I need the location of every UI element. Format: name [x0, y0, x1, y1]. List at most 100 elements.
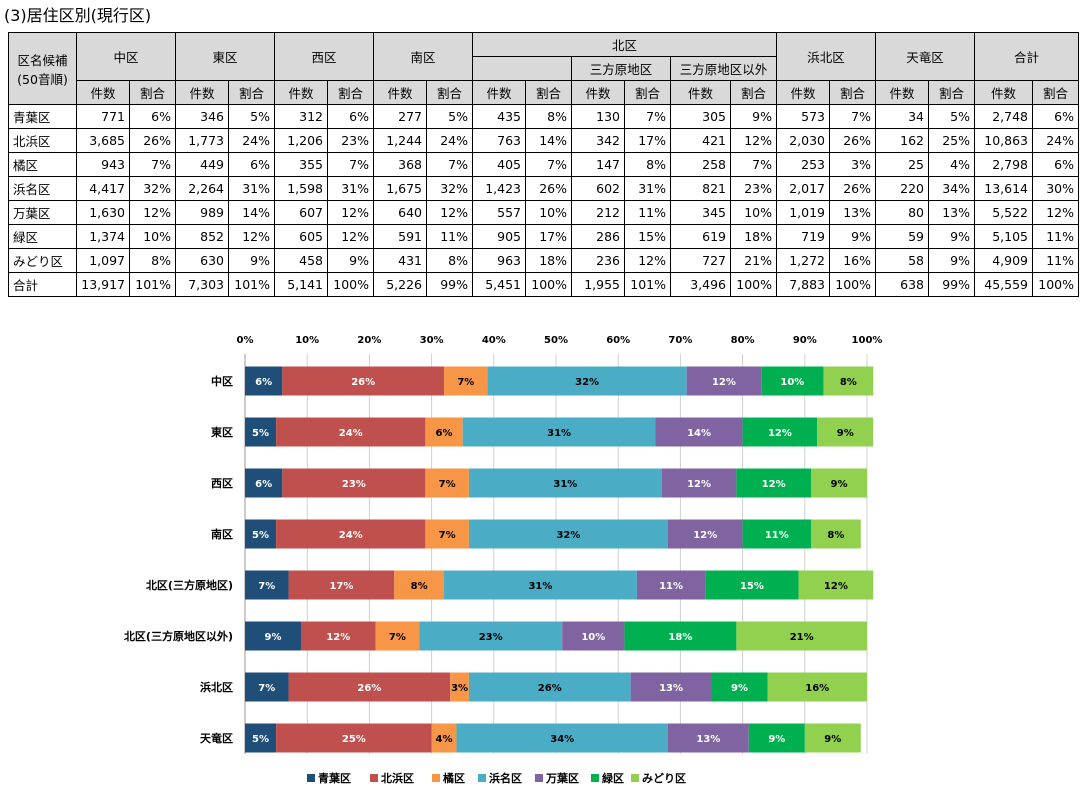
- ratio-cell: 100%: [327, 272, 374, 297]
- bar-segment: [711, 672, 768, 702]
- legend-swatch: [307, 774, 315, 782]
- ratio-cell: 12%: [327, 224, 374, 249]
- stacked-bar-chart: 0% 10% 20% 30% 40% 50% 60% 70% 80% 90% 100% 中区 6% 26%…: [124, 335, 883, 785]
- bar-segment: [419, 621, 563, 651]
- row-label: 合計: [8, 272, 77, 297]
- bar-segment: [811, 468, 867, 498]
- count-cell: 342: [571, 128, 625, 153]
- bar-segment: [667, 723, 749, 753]
- table-row: 浜名区 4,417 32% 2,264 31% 1,598 31% 1,675 32% 1,423…: [8, 176, 1079, 201]
- bar-segment: [655, 417, 743, 447]
- data-label: 7%: [258, 683, 275, 694]
- header-ratio: 割合: [1032, 80, 1079, 105]
- data-label: 9%: [768, 734, 785, 745]
- data-label: 8%: [827, 530, 844, 541]
- data-label: 12%: [693, 530, 717, 541]
- data-label: 14%: [687, 428, 711, 439]
- count-cell: 368: [373, 152, 427, 177]
- data-label: 34%: [550, 734, 574, 745]
- count-cell: 1,955: [571, 272, 625, 297]
- bar-segment: [817, 417, 874, 447]
- legend-swatch: [478, 774, 486, 782]
- bar-segment: [245, 723, 277, 753]
- ratio-cell: 11%: [1032, 224, 1079, 249]
- bar-segment: [736, 621, 867, 651]
- ratio-cell: 17%: [525, 224, 572, 249]
- ratio-cell: 14%: [228, 200, 275, 225]
- table-row: みどり区 1,097 8% 630 9% 458 9% 431 8% 963 18% 236 12% 72…: [8, 248, 1079, 273]
- header-ratio: 割合: [624, 80, 671, 105]
- bar-segment: [375, 621, 420, 651]
- count-cell: 59: [875, 224, 929, 249]
- legend-label: みどり区: [642, 772, 686, 785]
- count-cell: 1,423: [472, 176, 526, 201]
- data-label: 12%: [712, 377, 736, 388]
- ratio-cell: 100%: [1032, 272, 1079, 297]
- count-cell: 5,141: [274, 272, 328, 297]
- bar-segment: [245, 519, 277, 549]
- bar-segment: [636, 570, 706, 600]
- header-ratio: 割合: [426, 80, 473, 105]
- data-label: 9%: [264, 632, 281, 643]
- legend-label: 万葉区: [545, 771, 579, 785]
- ratio-cell: 100%: [829, 272, 876, 297]
- ratio-cell: 10%: [129, 224, 176, 249]
- bar-segment: [425, 417, 463, 447]
- ratio-cell: 24%: [228, 128, 275, 153]
- data-label: 7%: [439, 530, 456, 541]
- bar-segment: [425, 468, 469, 498]
- x-tick-label: 90%: [793, 335, 817, 346]
- ratio-cell: 5%: [928, 104, 975, 129]
- bar-segment: [431, 723, 457, 753]
- x-tick-label: 80%: [731, 335, 755, 346]
- data-label: 11%: [659, 581, 683, 592]
- data-label: 12%: [824, 581, 848, 592]
- bar-segment: [686, 366, 762, 396]
- data-label: 31%: [528, 581, 552, 592]
- ratio-cell: 15%: [624, 224, 671, 249]
- ratio-cell: 8%: [426, 248, 473, 273]
- row-label: 緑区: [8, 224, 77, 249]
- data-label: 25%: [342, 734, 366, 745]
- ratio-cell: 12%: [624, 248, 671, 273]
- count-cell: 719: [776, 224, 830, 249]
- ratio-cell: 26%: [829, 176, 876, 201]
- bar-segment: [705, 570, 799, 600]
- ratio-cell: 17%: [624, 128, 671, 153]
- data-label: 5%: [252, 428, 269, 439]
- count-cell: 253: [776, 152, 830, 177]
- ratio-cell: 6%: [327, 104, 374, 129]
- ratio-cell: 99%: [426, 272, 473, 297]
- table-row: 緑区 1,374 10% 852 12% 605 12% 591 11% 905 17% 286 15%…: [8, 224, 1079, 249]
- ratio-cell: 101%: [129, 272, 176, 297]
- count-cell: 258: [670, 152, 731, 177]
- ratio-cell: 3%: [829, 152, 876, 177]
- count-cell: 591: [373, 224, 427, 249]
- ratio-cell: 12%: [129, 200, 176, 225]
- data-label: 7%: [389, 632, 406, 643]
- count-cell: 5,105: [974, 224, 1033, 249]
- bar-segment: [276, 417, 426, 447]
- count-cell: 162: [875, 128, 929, 153]
- ratio-cell: 31%: [624, 176, 671, 201]
- x-tick-label: 60%: [606, 335, 630, 346]
- data-label: 5%: [252, 530, 269, 541]
- bar-segment: [245, 621, 301, 651]
- ratio-cell: 24%: [1032, 128, 1079, 153]
- header-ratio: 割合: [129, 80, 176, 105]
- count-cell: 4,909: [974, 248, 1033, 273]
- bar-segment: [245, 672, 289, 702]
- ratio-cell: 4%: [928, 152, 975, 177]
- ratio-cell: 7%: [829, 104, 876, 129]
- x-tick-label: 10%: [295, 335, 319, 346]
- bar-segment: [811, 519, 861, 549]
- count-cell: 286: [571, 224, 625, 249]
- count-cell: 5,451: [472, 272, 526, 297]
- count-cell: 1,675: [373, 176, 427, 201]
- bar-segment: [761, 366, 824, 396]
- bar-segment: [450, 672, 469, 702]
- ratio-cell: 14%: [525, 128, 572, 153]
- header-ratio: 割合: [928, 80, 975, 105]
- data-label: 6%: [255, 377, 272, 388]
- ratio-cell: 11%: [426, 224, 473, 249]
